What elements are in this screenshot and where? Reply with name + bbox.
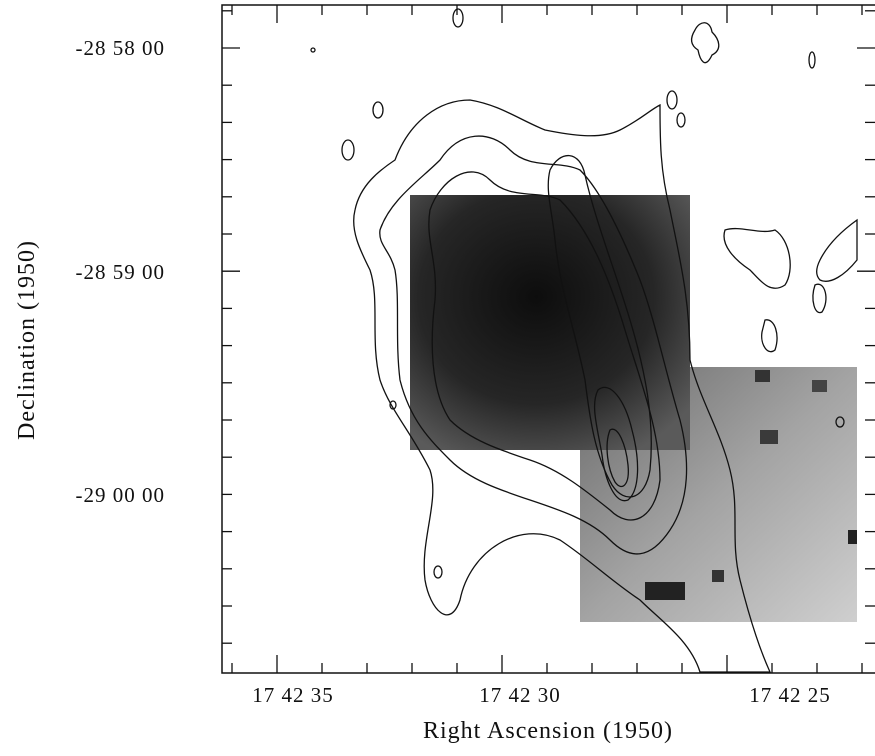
contour [428, 171, 661, 521]
contour [606, 428, 629, 488]
plot-frame [221, 4, 875, 674]
contour [353, 99, 772, 673]
image-spot [755, 370, 770, 382]
contours [310, 8, 858, 673]
image-spot [760, 430, 778, 444]
tick-marks [222, 5, 875, 673]
contour [379, 135, 688, 555]
contour [372, 101, 384, 119]
contour [761, 319, 778, 353]
contour [812, 283, 827, 314]
x-axis-label: Right Ascension (1950) [423, 718, 673, 744]
contour [666, 90, 678, 110]
contour [593, 386, 639, 502]
image-spot [645, 582, 685, 600]
grayscale-image [410, 195, 857, 622]
contour [808, 51, 816, 69]
y-tick-label: -28 58 00 [76, 36, 166, 60]
image-panel-dark [410, 195, 690, 450]
image-spot [848, 530, 857, 544]
contour [547, 154, 652, 498]
y-tick-label: -28 59 00 [76, 260, 166, 284]
contour [452, 8, 464, 28]
x-tick-label: 17 42 30 [479, 683, 561, 707]
contour [676, 112, 686, 128]
contour [310, 47, 316, 53]
contour [723, 227, 791, 289]
image-spot [712, 570, 724, 582]
y-tick-label: -29 00 00 [76, 483, 166, 507]
x-tick-label: 17 42 25 [749, 683, 831, 707]
contour [389, 400, 397, 410]
contour [835, 416, 845, 428]
contour [341, 139, 355, 161]
image-spot [812, 380, 827, 392]
contour [690, 22, 720, 64]
y-axis-label: Declination (1950) [14, 240, 40, 440]
x-tick-label: 17 42 35 [252, 683, 334, 707]
contour [815, 218, 858, 282]
contour [433, 565, 443, 579]
